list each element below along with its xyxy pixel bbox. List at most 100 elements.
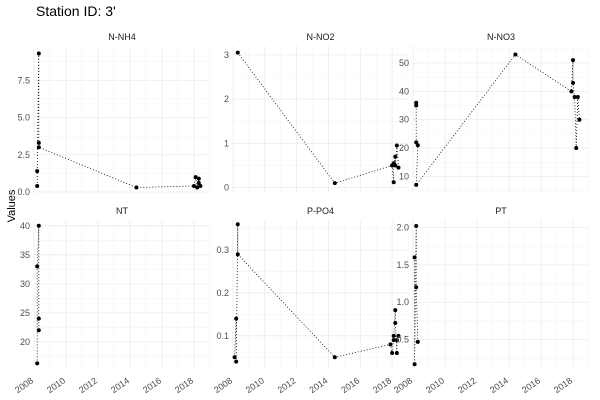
y-tick-label: 3	[224, 50, 229, 60]
data-point	[415, 339, 420, 344]
x-tick-label: 2008	[212, 375, 234, 395]
data-point	[414, 285, 419, 290]
x-tick-label: 2008	[392, 375, 414, 395]
data-point	[513, 52, 518, 57]
data-point	[234, 316, 239, 321]
data-point	[394, 143, 399, 148]
y-tick-label: 7.5	[17, 75, 30, 85]
y-tick-label: 40	[20, 221, 30, 231]
data-point	[195, 185, 200, 190]
y-tick-label: 35	[20, 250, 30, 260]
data-point	[35, 264, 40, 269]
data-point	[393, 320, 398, 325]
y-tick-label: 5.0	[17, 113, 30, 123]
y-tick-label: 20	[20, 337, 30, 347]
data-point	[394, 338, 399, 343]
y-tick-label: 30	[20, 279, 30, 289]
data-point	[235, 252, 240, 257]
data-point	[393, 154, 398, 159]
series-line	[237, 52, 399, 184]
x-tick-label: 2012	[456, 375, 478, 395]
data-point	[393, 163, 398, 168]
data-point	[36, 145, 41, 150]
data-point	[415, 143, 420, 148]
data-point	[193, 175, 198, 180]
data-point	[235, 50, 240, 55]
y-tick-label: 10	[399, 171, 409, 181]
data-point	[192, 184, 196, 189]
data-point	[414, 100, 419, 105]
panel-title: PT	[495, 206, 507, 216]
data-point	[571, 80, 575, 85]
x-tick-label: 2016	[520, 375, 542, 395]
y-tick-label: 0.0	[17, 187, 30, 197]
x-tick-label: 2016	[339, 375, 361, 395]
data-point	[571, 58, 575, 63]
panel-title: P-PO4	[307, 206, 334, 216]
x-tick-label: 2010	[424, 375, 446, 395]
data-point	[198, 184, 203, 189]
data-point	[36, 328, 41, 333]
y-tick-label: 2	[224, 94, 229, 104]
data-point	[332, 181, 337, 186]
data-point	[235, 222, 240, 227]
y-tick-label: 0.2	[216, 288, 229, 298]
panel-title: NT	[116, 206, 128, 216]
panel-title: N-NO3	[487, 32, 515, 42]
panel-n-no2: N-NO2 0 1 2 3	[224, 32, 409, 193]
data-point	[412, 362, 417, 367]
data-point	[391, 180, 396, 185]
data-point	[35, 361, 40, 366]
y-tick-label: 20	[399, 143, 409, 153]
x-tick-label: 2012	[77, 375, 99, 395]
data-point	[391, 338, 396, 343]
data-point	[414, 223, 419, 228]
y-tick-label: 1	[224, 138, 229, 148]
x-tick-label: 2018	[552, 375, 574, 395]
chart-title: Station ID: 3'	[36, 3, 116, 19]
panel-pt: PT 0.5 1.0 1.5 2.0 2008 2010 2012 2014 2016 2018	[392, 206, 590, 395]
y-tick-label: 2.5	[17, 150, 30, 160]
data-point	[391, 333, 396, 338]
data-point	[332, 355, 337, 360]
x-tick-label: 2014	[109, 375, 131, 395]
panel-title: N-NO2	[306, 32, 334, 42]
data-point	[414, 182, 419, 187]
data-point	[234, 359, 239, 364]
data-point	[134, 185, 139, 190]
y-tick-label: 2.0	[396, 222, 409, 232]
data-point	[572, 95, 577, 100]
x-tick-label: 2014	[307, 375, 329, 395]
data-point	[569, 89, 574, 94]
data-point	[232, 355, 237, 360]
x-tick-label: 2010	[244, 375, 266, 395]
y-tick-label: 50	[399, 58, 409, 68]
data-point	[36, 223, 41, 228]
y-tick-label: 25	[20, 308, 30, 318]
data-point	[35, 169, 40, 174]
panel-title: N-NH4	[108, 32, 136, 42]
series-line	[414, 225, 419, 365]
data-point	[412, 255, 417, 260]
series-line	[36, 225, 40, 364]
y-tick-label: 0.3	[216, 245, 229, 255]
y-tick-label: 1.0	[396, 297, 409, 307]
panel-n-no3: N-NO3 10 20 30 40 50	[399, 32, 590, 192]
data-point	[36, 316, 41, 321]
x-tick-label: 2012	[276, 375, 298, 395]
x-tick-label: 2008	[13, 375, 35, 395]
data-point	[577, 117, 582, 122]
data-point	[574, 146, 579, 151]
x-tick-label: 2018	[173, 375, 195, 395]
series-line	[36, 53, 201, 188]
data-point	[396, 165, 401, 170]
data-point	[394, 350, 399, 355]
data-point	[196, 181, 201, 186]
data-point	[196, 176, 201, 181]
data-point	[414, 103, 419, 108]
data-point	[575, 95, 580, 100]
data-point	[35, 184, 40, 189]
panel-n-nh4: N-NH4 0.0 2.5 5.0 7.5	[17, 32, 211, 197]
data-point	[396, 333, 401, 338]
